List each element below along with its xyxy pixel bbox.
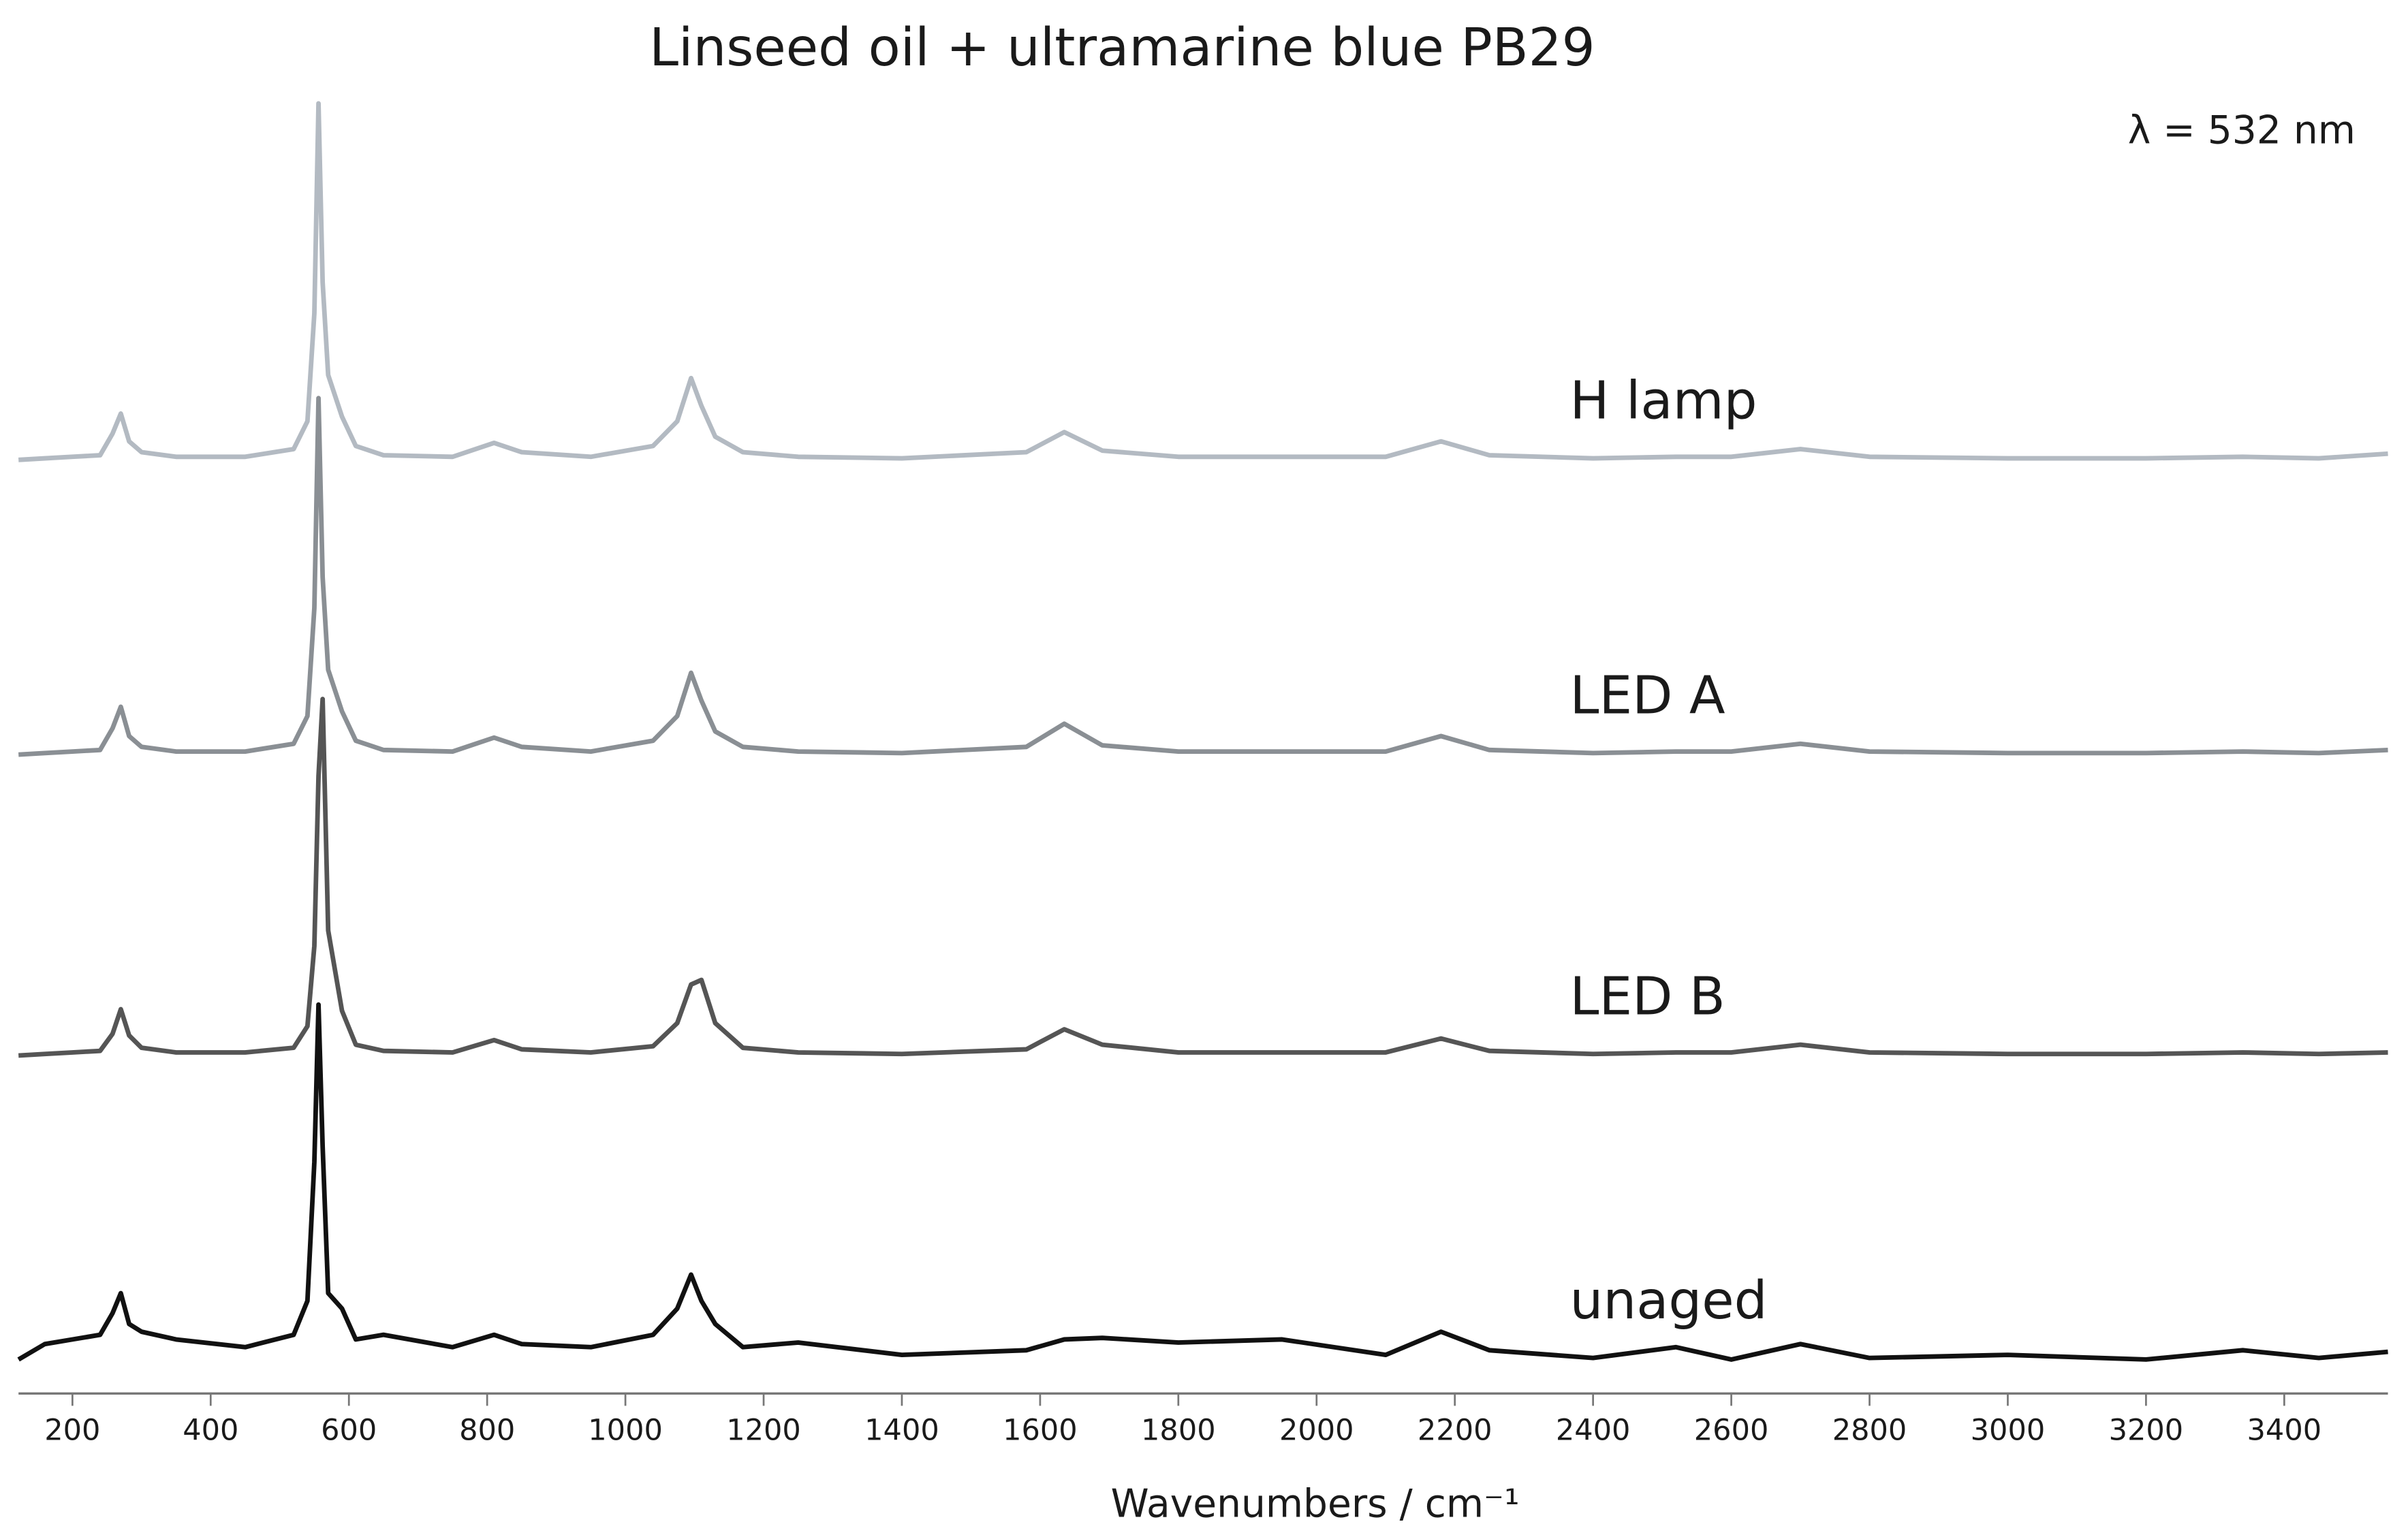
annotation: λ = 532 nm [2128,108,2356,153]
series-label: LED A [1570,665,1725,727]
x-tick-label: 1000 [588,1413,663,1447]
x-tick-label: 2200 [1418,1413,1492,1447]
x-tick-label: 400 [183,1413,238,1447]
x-tick-label: 2400 [1556,1413,1631,1447]
series-label: LED B [1570,966,1725,1027]
x-tick-label: 600 [321,1413,377,1447]
x-tick-label: 1800 [1141,1413,1216,1447]
chart-title: Linseed oil + ultramarine blue PB29 [649,17,1595,78]
spectrum-line [18,697,2388,1058]
series-label: H lamp [1570,370,1757,432]
x-axis-label: Wavenumbers / cm⁻¹ [1111,1481,1520,1526]
x-tick-label: 800 [459,1413,515,1447]
spectrum-line [18,101,2388,462]
x-tick-label: 1600 [1003,1413,1078,1447]
x-tick-label: 2800 [1832,1413,1907,1447]
x-tick-label: 200 [44,1413,100,1447]
x-tick-label: 1400 [864,1413,939,1447]
spectrum-line [18,396,2388,757]
series-label: unaged [1570,1270,1768,1331]
x-tick-label: 3400 [2247,1413,2322,1447]
x-tick-label: 1200 [726,1413,801,1447]
x-tick-label: 3000 [1971,1413,2046,1447]
x-tick-label: 3200 [2109,1413,2184,1447]
x-tick-label: 2000 [1279,1413,1354,1447]
x-tick-label: 2600 [1694,1413,1769,1447]
spectrum-line [17,1002,2388,1362]
